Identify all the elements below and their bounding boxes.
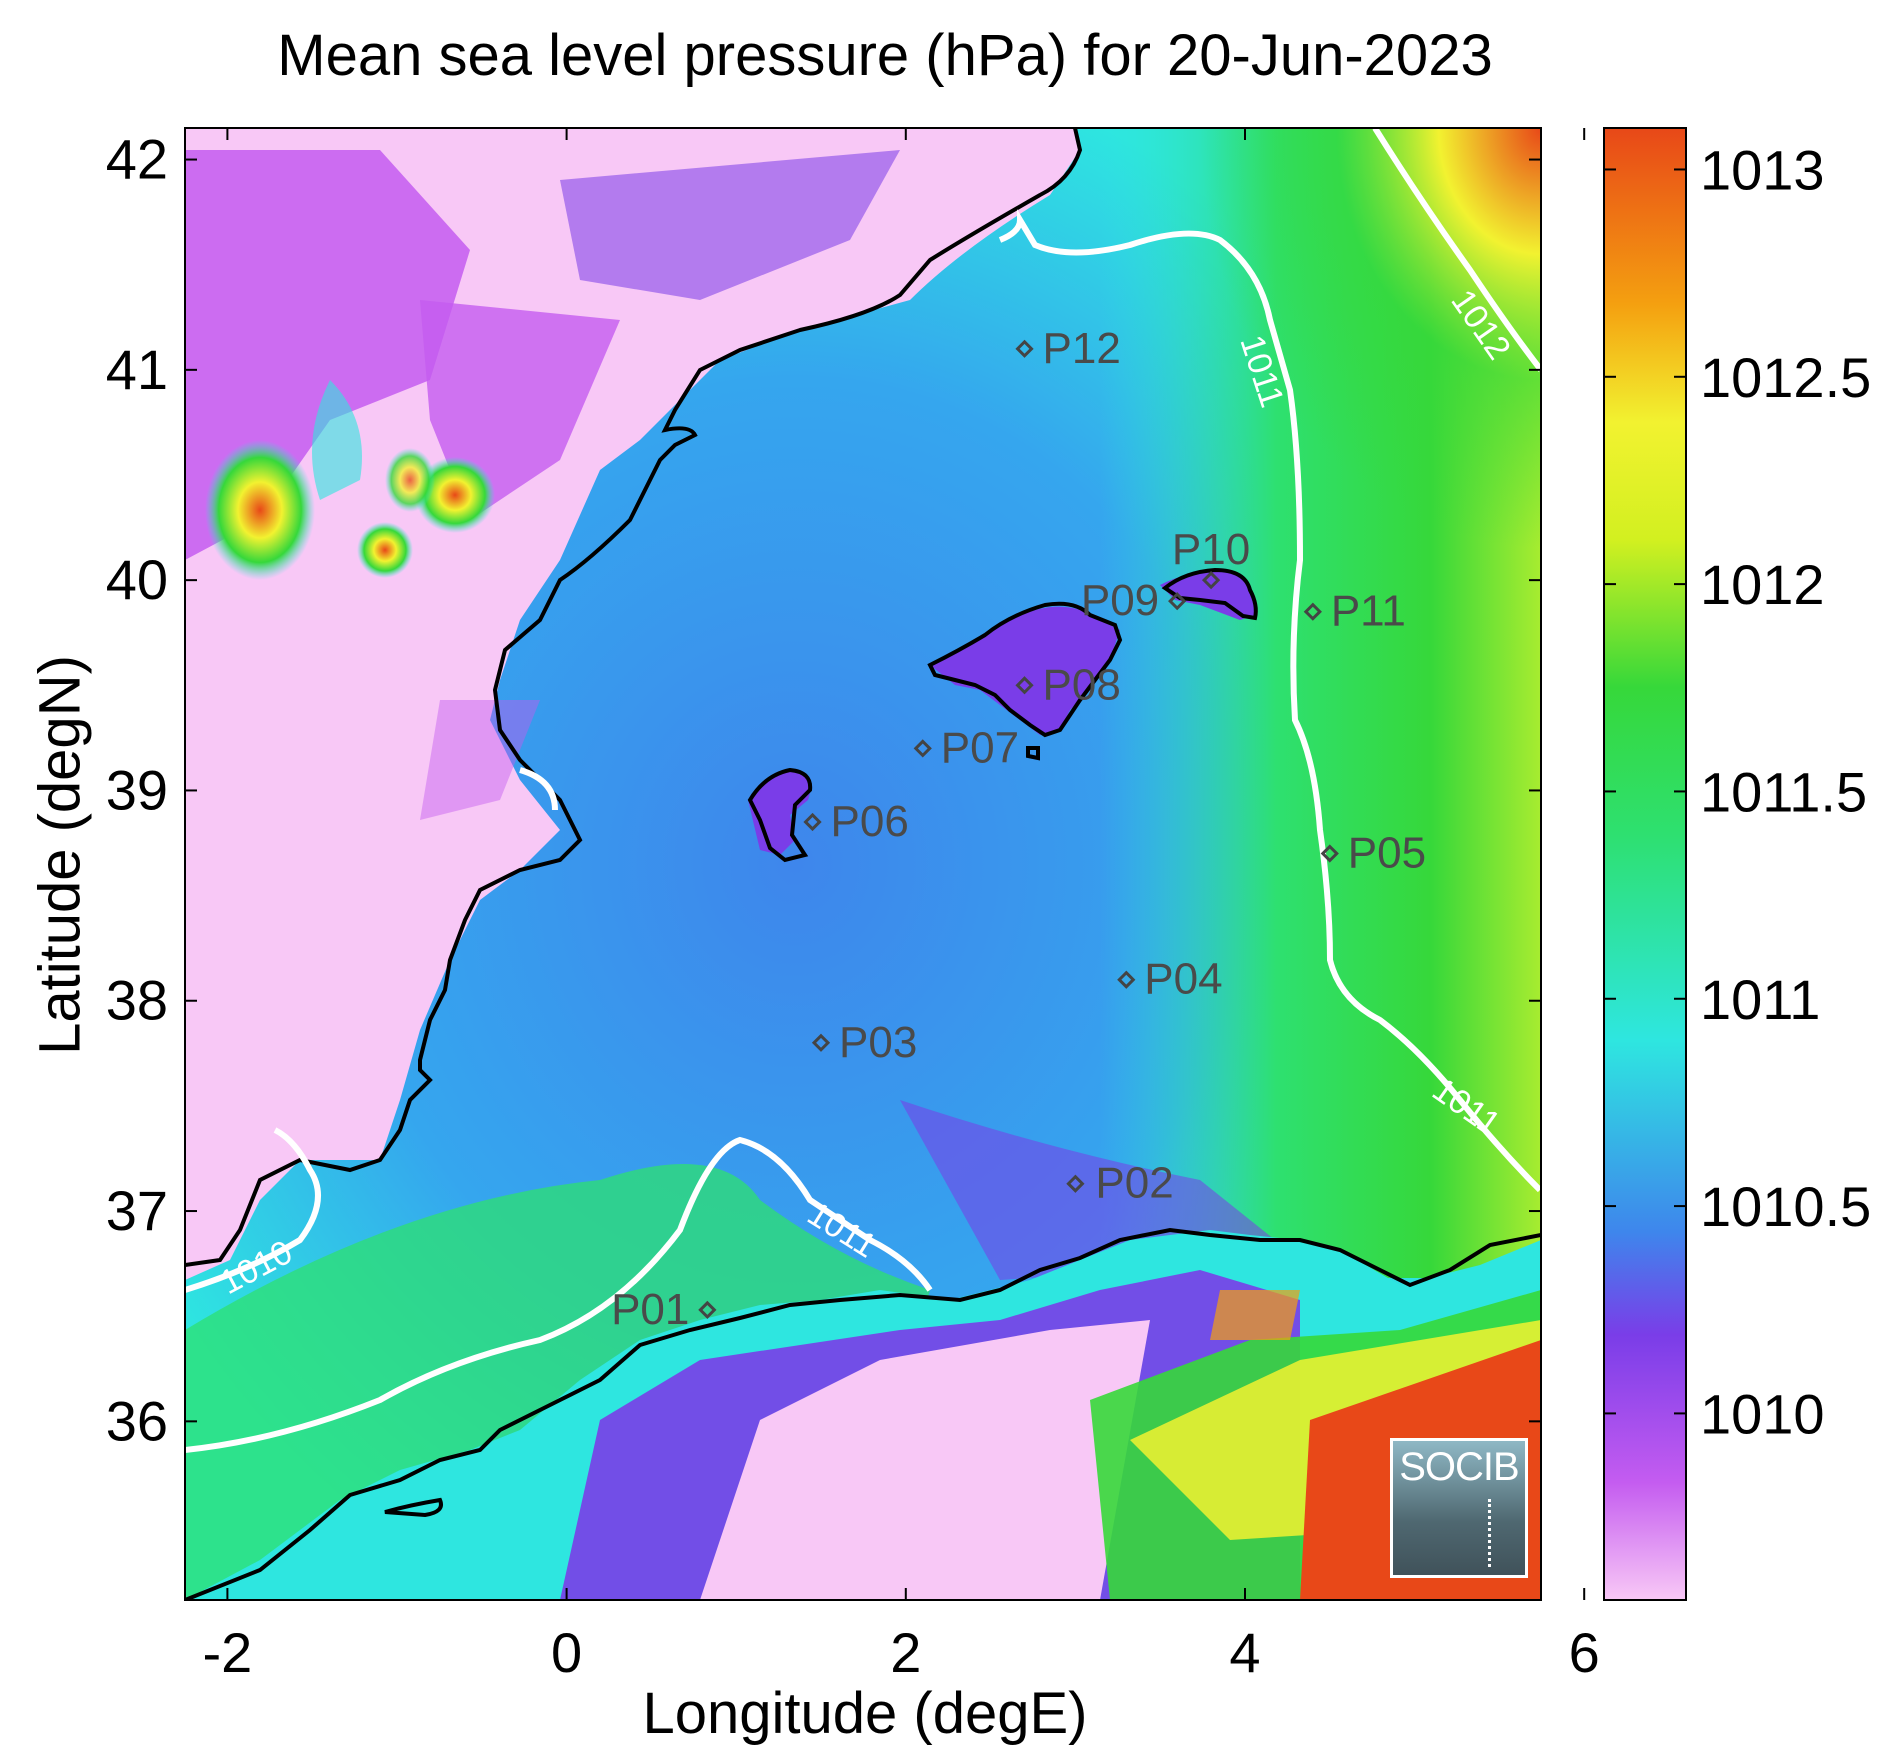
y-tick-label: 42: [106, 128, 168, 191]
station-marker: [1015, 339, 1034, 358]
station-label: P09: [1081, 576, 1159, 625]
station-label: P07: [941, 723, 1019, 772]
station-label: P06: [831, 797, 909, 846]
socib-logo: SOCIB: [1390, 1438, 1528, 1578]
plot-frame: [184, 127, 1542, 1601]
colorbar-ticks: 1013 1012.5 1012 1011.5 1011 1010.5 1010: [1604, 138, 1871, 1445]
station-label: P01: [611, 1285, 689, 1334]
colorbar-tick-label: 1010: [1700, 1382, 1825, 1445]
y-tick-label: 41: [106, 338, 168, 401]
station-marker: [1066, 1174, 1085, 1193]
colorbar-tick-label: 1010.5: [1700, 1175, 1871, 1238]
y-tick-label: 36: [106, 1389, 168, 1452]
x-axis-label: Longitude (degE): [642, 1681, 1088, 1746]
colorbar-tick-label: 1012.5: [1700, 346, 1871, 409]
station-label: P04: [1144, 955, 1222, 1004]
colorbar-tick-label: 1011.5: [1700, 760, 1867, 823]
y-axis-label: Latitude (degN): [27, 655, 93, 1055]
station-label: P05: [1348, 829, 1426, 878]
station-marker: [1303, 602, 1322, 621]
x-tick-label: 6: [1569, 1621, 1600, 1684]
y-tick-label: 37: [106, 1179, 168, 1242]
colorbar: [1603, 127, 1687, 1601]
colorbar-tick-label: 1013: [1700, 138, 1825, 201]
station-label: P08: [1043, 660, 1121, 709]
y-tick-label: 39: [106, 758, 168, 821]
colorbar-tick-label: 1012: [1700, 553, 1825, 616]
pressure-field: [185, 128, 1541, 1600]
station-label: P12: [1043, 324, 1121, 373]
x-axis: -2 0 2 4 6: [203, 128, 1600, 1684]
station-marker: [913, 739, 932, 758]
station-marker: [698, 1300, 717, 1320]
station-marker: [803, 812, 822, 832]
coastline: [185, 128, 1541, 1600]
map-title: Mean sea level pressure (hPa) for 20-Jun…: [277, 23, 1493, 88]
y-tick-label: 38: [106, 969, 168, 1032]
station-markers: P01 P02 P03 P04 P05 P06 P07 P08 P09 P10 P11 P12: [611, 324, 1426, 1334]
x-tick-label: 0: [551, 1621, 582, 1684]
y-axis: 36 37 38 39 40 41 42: [106, 128, 1541, 1452]
station-marker: [1168, 592, 1187, 611]
station-label: P02: [1095, 1159, 1173, 1208]
y-tick-label: 40: [106, 548, 168, 611]
colorbar-tick-label: 1011: [1700, 968, 1820, 1031]
station-marker: [811, 1033, 831, 1052]
x-tick-label: -2: [203, 1621, 253, 1684]
logo-text: SOCIB: [1399, 1445, 1519, 1489]
station-label: P11: [1331, 587, 1406, 636]
station-marker: [1015, 676, 1034, 695]
x-tick-label: 2: [890, 1621, 921, 1684]
station-marker: [1117, 970, 1136, 989]
station-marker: [1201, 571, 1221, 590]
station-label: P10: [1172, 525, 1250, 574]
x-tick-label: 4: [1229, 1621, 1260, 1684]
station-marker: [1320, 844, 1339, 863]
station-label: P03: [839, 1018, 917, 1067]
isobars: [185, 128, 1541, 1453]
